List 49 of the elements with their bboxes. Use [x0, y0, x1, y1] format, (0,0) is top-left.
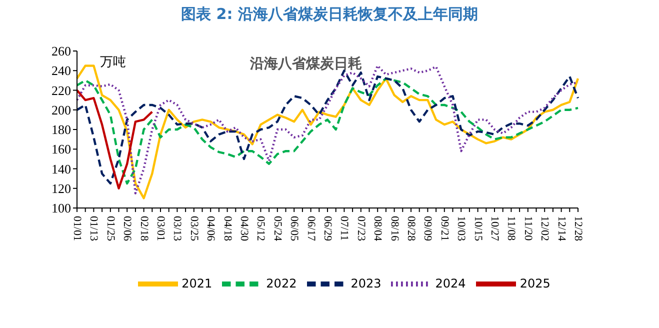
x-tick-label: 09/21: [438, 216, 450, 242]
legend-label: 2023: [350, 276, 382, 290]
x-tick-label: 06/29: [322, 216, 334, 242]
y-axis-title: 万吨: [100, 54, 126, 69]
x-tick-label: 02/06: [121, 216, 134, 242]
x-tick-label: 10/03: [455, 216, 468, 242]
y-tick-label: 180: [52, 122, 71, 138]
x-tick-label: 11/08: [505, 216, 518, 242]
x-tick-label: 04/06: [204, 216, 217, 242]
x-tick-label: 10/15: [472, 216, 484, 242]
x-tick-label: 03/25: [188, 216, 200, 242]
x-tick-label: 01/13: [88, 216, 100, 242]
y-tick-label: 240: [52, 63, 71, 78]
x-tick-label: 12/02: [538, 216, 551, 242]
x-tick-label: 01/25: [104, 216, 116, 242]
x-tick-label: 04/18: [221, 216, 234, 242]
x-tick-label: 06/17: [304, 216, 317, 242]
y-tick-label: 260: [52, 44, 71, 59]
y-tick-label: 200: [52, 102, 71, 118]
x-tick-label: 05/12: [254, 216, 267, 242]
x-tick-label: 12/28: [572, 216, 584, 242]
x-tick-label: 06/05: [288, 216, 300, 242]
legend-label: 2022: [266, 276, 297, 290]
x-tick-label: 07/23: [354, 216, 367, 242]
x-tick-label: 09/09: [422, 216, 434, 242]
x-tick-label: 03/01: [154, 216, 166, 242]
chart-subtitle: 沿海八省煤炭日耗: [249, 56, 362, 72]
x-tick-label: 11/20: [522, 216, 534, 242]
x-tick-label: 03/13: [171, 216, 184, 242]
legend-label: 2021: [182, 276, 212, 290]
x-tick-label: 10/27: [488, 216, 500, 242]
x-tick-label: 08/16: [388, 216, 400, 242]
x-tick-label: 07/11: [338, 216, 350, 241]
y-tick-label: 100: [52, 200, 71, 216]
legend-label: 2024: [435, 276, 466, 290]
x-tick-label: 08/28: [405, 216, 417, 242]
x-tick-label: 04/30: [238, 216, 250, 242]
line-series: [76, 89, 154, 190]
x-tick-label: 02/18: [138, 216, 150, 242]
y-tick-label: 220: [52, 82, 71, 98]
x-tick-label: 08/04: [372, 216, 384, 242]
x-tick-label: 05/24: [271, 216, 284, 242]
x-tick-label: 12/14: [555, 216, 568, 242]
y-tick-label: 120: [52, 180, 71, 196]
y-tick-label: 140: [52, 161, 71, 176]
x-tick-label: 01/01: [71, 216, 83, 242]
chart-title: 图表 2: 沿海八省煤炭日耗恢复不及上年同期: [181, 5, 478, 23]
legend-label: 2025: [520, 276, 550, 290]
y-tick-label: 160: [52, 142, 71, 157]
